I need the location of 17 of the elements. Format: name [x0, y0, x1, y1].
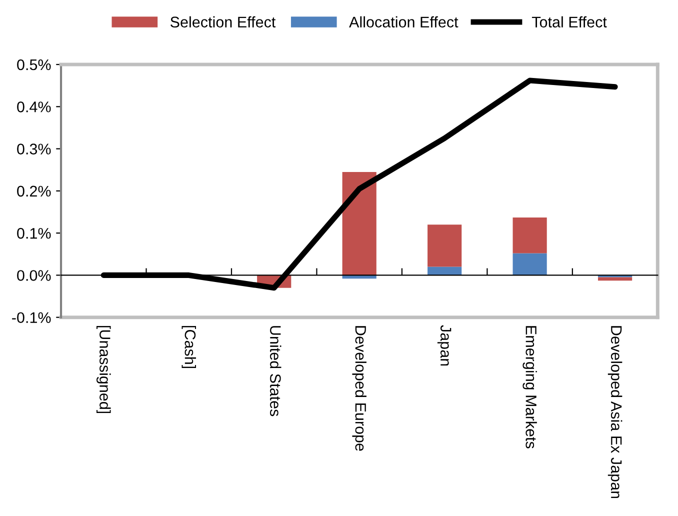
x-tick-label: Developed Europe	[352, 326, 366, 451]
legend-label: Selection Effect	[170, 16, 276, 28]
y-tick-label: 0.4%	[17, 102, 51, 112]
y-tick-label: -0.1%	[12, 312, 51, 324]
y-tick-label: 0.5%	[17, 59, 51, 70]
legend-label: Allocation Effect	[349, 16, 458, 28]
x-tick-label: Developed Asia Ex Japan	[608, 326, 622, 498]
y-tick-label: 0.3%	[17, 144, 51, 154]
x-tick-label: United States	[270, 326, 282, 416]
x-tick-label: Japan	[437, 325, 452, 366]
y-tick-label: 0.2%	[17, 186, 51, 197]
x-tick-label: [Unassigned]	[96, 326, 111, 414]
x-tick-label: Emerging Markets	[522, 326, 537, 448]
legend-label: Total Effect	[532, 16, 607, 28]
y-tick-label: 0.1%	[17, 228, 51, 239]
x-tick-label: [Cash]	[182, 326, 196, 368]
y-tick-label: 0.0%	[17, 270, 51, 281]
